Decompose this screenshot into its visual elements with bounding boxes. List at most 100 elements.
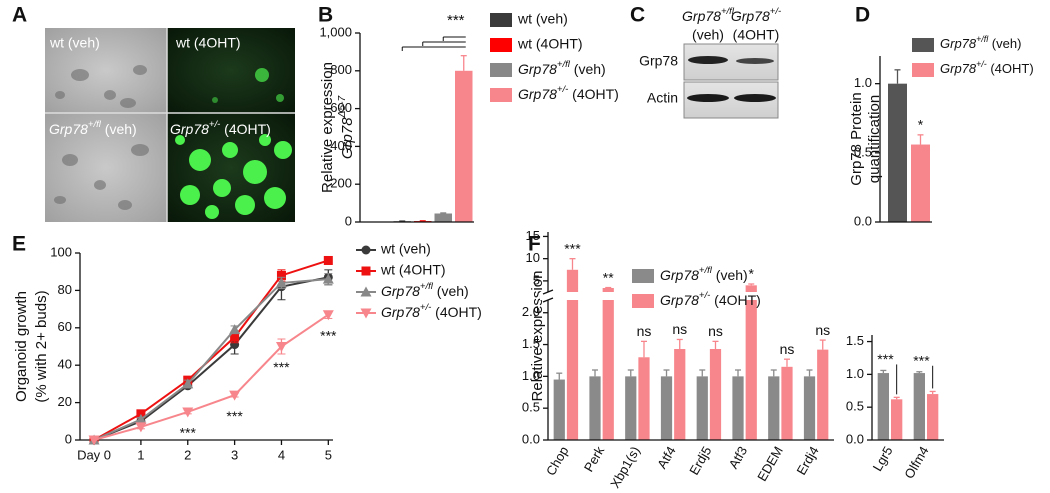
bar	[911, 144, 930, 222]
legend-label: wt (veh)	[380, 241, 431, 257]
legend-label: wt (4OHT)	[380, 262, 446, 278]
x-tick-label: Atf3	[726, 444, 751, 472]
marker	[361, 245, 371, 255]
band	[687, 94, 729, 102]
bar	[434, 213, 452, 222]
organoids	[54, 65, 149, 210]
legend-label: Grp78+/- (4OHT)	[518, 84, 619, 102]
bar	[927, 394, 939, 440]
marker	[182, 407, 194, 418]
x-tick-label: 5	[325, 447, 332, 462]
y-axis-label: quantification	[866, 95, 883, 183]
y-tick-label: 0.5	[846, 399, 864, 414]
legend-label: Grp78+/- (4OHT)	[940, 59, 1034, 76]
column-header: (4OHT)	[733, 27, 780, 43]
bar	[589, 376, 601, 440]
y-axis-label: Grp78 Protein	[848, 92, 865, 185]
image-fl-veh	[45, 113, 167, 222]
x-tick-label: Erdj4	[794, 444, 822, 478]
bar	[696, 376, 708, 440]
significance: ns	[780, 341, 795, 357]
column-header: Grp78+/-	[731, 6, 781, 24]
panel-letter: F	[528, 233, 541, 256]
marker	[135, 413, 147, 424]
bar	[913, 373, 925, 440]
significance: ***	[913, 352, 930, 368]
axis-break	[542, 297, 554, 303]
x-tick-label: Chop	[543, 444, 572, 478]
y-tick-label: 1.5	[846, 333, 864, 348]
y-axis-label: (% with 2+ buds)	[33, 290, 50, 402]
legend-swatch	[490, 38, 512, 52]
bar	[768, 376, 780, 440]
y-tick-label: 60	[58, 319, 72, 334]
legend-swatch	[490, 63, 512, 77]
bar	[602, 288, 614, 440]
y-axis-label: Grp78Δ5-7	[337, 96, 356, 160]
y-tick-label: 0.0	[854, 213, 872, 228]
marker	[229, 324, 241, 335]
marker	[229, 390, 241, 401]
legend-label: Grp78+/fl (veh)	[660, 265, 748, 283]
legend-swatch	[490, 88, 512, 102]
bar	[803, 376, 816, 440]
image-wt-4oht	[167, 28, 295, 113]
x-tick-label: 2	[184, 447, 191, 462]
x-tick-label: EDEM	[754, 444, 786, 484]
legend-swatch	[490, 13, 512, 27]
x-tick-label: 3	[231, 447, 238, 462]
y-tick-label: 600	[330, 100, 352, 115]
bar	[877, 373, 889, 440]
bar	[566, 269, 579, 440]
bar	[781, 366, 793, 440]
marker	[182, 378, 194, 389]
y-tick-label: 5	[533, 272, 540, 287]
significance: *	[918, 117, 924, 133]
image-label: wt (veh)	[49, 35, 100, 51]
panel-letter: E	[12, 233, 26, 256]
y-tick-label: 0	[65, 431, 72, 446]
y-tick-label: 0	[345, 213, 352, 228]
band	[688, 56, 728, 64]
microscopy-grid	[45, 28, 295, 222]
panel-letter: A	[12, 4, 27, 27]
legend-label: Grp78+/fl (veh)	[381, 281, 469, 299]
y-axis-label: Relative expression	[529, 271, 546, 402]
y-tick-label: 0.5	[854, 144, 872, 159]
y-tick-label: 1.0	[522, 368, 540, 383]
bar	[709, 349, 722, 440]
y-tick-label: 0.0	[846, 431, 864, 446]
row-label: Grp78	[639, 53, 678, 69]
marker	[360, 308, 372, 319]
y-tick-label: 400	[330, 138, 352, 153]
bar	[674, 349, 686, 440]
y-tick-label: 1,000	[319, 24, 352, 39]
panel-letter: D	[855, 4, 870, 27]
marker	[275, 277, 287, 288]
bar	[638, 357, 650, 440]
image-label: Grp78+/fl (veh)	[49, 119, 137, 137]
column-header: (veh)	[692, 27, 724, 43]
bar	[455, 70, 473, 222]
x-tick-label: Olfm4	[901, 444, 931, 482]
fluorescent-organoids	[175, 68, 292, 219]
y-tick-label: 1.0	[846, 366, 864, 381]
image-label: wt (4OHT)	[175, 35, 241, 51]
x-tick-label: 4	[278, 447, 285, 462]
y-tick-label: 40	[58, 357, 72, 372]
y-tick-label: 0.0	[522, 431, 540, 446]
bar	[817, 349, 829, 440]
series-line	[93, 278, 329, 441]
bar	[732, 376, 744, 440]
legend-label: Grp78+/- (4OHT)	[381, 302, 482, 320]
legend-label: Grp78+/fl (veh)	[518, 59, 606, 77]
significance: ***	[180, 425, 197, 441]
legend-label: wt (4OHT)	[517, 36, 583, 52]
y-tick-label: 20	[58, 394, 72, 409]
significance: ns	[815, 322, 830, 338]
y-tick-label: 1.5	[522, 336, 540, 351]
x-tick-label: 1	[137, 447, 144, 462]
x-tick-label: Xbp1(s)	[607, 444, 643, 491]
axis-break	[542, 289, 554, 295]
